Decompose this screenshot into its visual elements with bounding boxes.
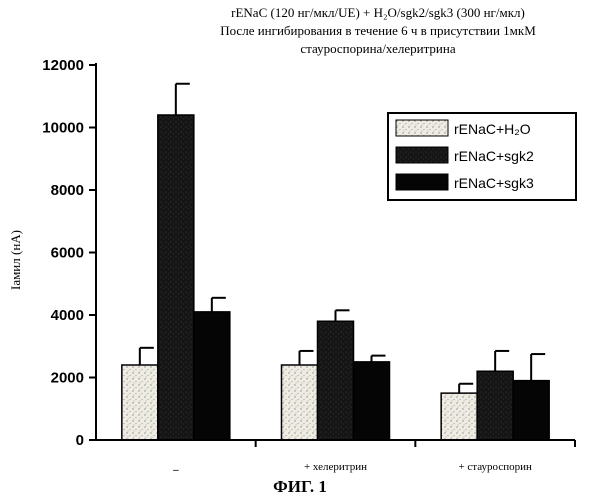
bar xyxy=(282,365,318,440)
x-category-label: – xyxy=(172,464,179,476)
y-tick-label: 4000 xyxy=(51,307,84,324)
bar xyxy=(318,321,354,440)
bar xyxy=(122,365,158,440)
chart-title: rENaC (120 нг/мкл/UE) + H₂O/sgk2/sgk3 (3… xyxy=(220,5,536,56)
y-tick-label: 2000 xyxy=(51,370,84,387)
y-tick-label: 10000 xyxy=(42,120,84,137)
y-axis: 0 2000 4000 6000 8000 10000 12000 xyxy=(42,57,96,449)
legend-swatch xyxy=(396,120,448,136)
y-tick-label: 6000 xyxy=(51,245,84,262)
x-category-label: + стауроспорин xyxy=(458,461,532,473)
legend-label: rENaC+sgk2 xyxy=(454,148,534,164)
x-axis: – + хелеритрин + стауроспорин xyxy=(96,440,575,476)
x-category-label: + хелеритрин xyxy=(304,461,367,473)
bar xyxy=(477,371,513,440)
bar xyxy=(513,381,549,440)
title-line-2: После ингибирования в течение 6 ч в прис… xyxy=(220,23,536,38)
y-axis-label: Iамил (нА) xyxy=(8,230,23,290)
legend: rENaC+H₂O rENaC+sgk2 rENaC+sgk3 xyxy=(388,113,576,200)
bar xyxy=(158,115,194,440)
legend-swatch xyxy=(396,147,448,163)
bar xyxy=(354,362,390,440)
legend-label: rENaC+sgk3 xyxy=(454,175,534,191)
bar xyxy=(441,393,477,440)
bar xyxy=(194,312,230,440)
title-line-1: rENaC (120 нг/мкл/UE) + H₂O/sgk2/sgk3 (3… xyxy=(231,5,525,20)
legend-label: rENaC+H₂O xyxy=(454,121,531,137)
legend-swatch xyxy=(396,174,448,190)
figure-caption: ФИГ. 1 xyxy=(273,477,327,496)
y-tick-label: 0 xyxy=(76,432,84,449)
title-line-3: стауроспорина/хелеритрина xyxy=(300,41,455,56)
y-tick-label: 12000 xyxy=(42,57,84,74)
y-tick-label: 8000 xyxy=(51,182,84,199)
